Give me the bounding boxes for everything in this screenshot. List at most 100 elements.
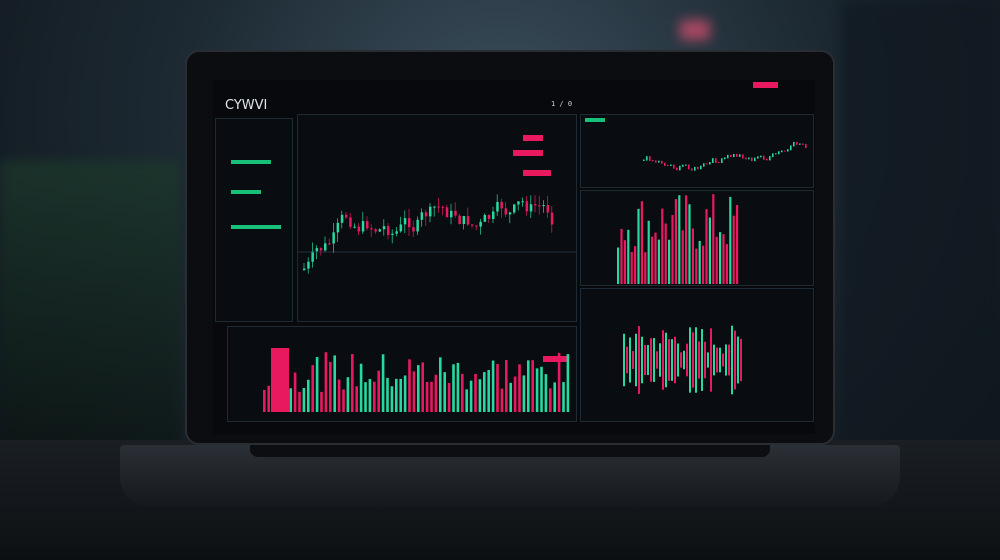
- candlestick: [483, 215, 487, 222]
- bottom-volume-bar: [500, 388, 504, 412]
- depth-bar: [668, 339, 670, 381]
- bottom-volume-bar: [263, 389, 266, 412]
- mini-candlestick: [775, 153, 777, 155]
- volume-bar: [630, 252, 633, 284]
- candlestick: [315, 248, 319, 252]
- candlestick: [458, 215, 461, 225]
- bottom-volume-bar: [527, 360, 530, 412]
- candlestick: [378, 229, 382, 232]
- candlestick: [416, 219, 419, 232]
- candlestick: [521, 201, 524, 203]
- candlestick: [353, 226, 356, 228]
- background-window-left: [0, 160, 180, 460]
- candlestick: [450, 210, 453, 218]
- bottom-volume-bar: [355, 386, 358, 412]
- bottom-volume-bar: [553, 382, 556, 412]
- mini-candlestick: [748, 157, 750, 160]
- bottom-volume-bar: [320, 391, 323, 412]
- bottom-volume-bar: [315, 357, 319, 412]
- volume-bar: [715, 236, 718, 284]
- mini-candlestick: [769, 156, 771, 161]
- mini-candlestick: [736, 153, 738, 157]
- depth-bar: [734, 330, 736, 390]
- mini-candlestick: [802, 143, 804, 145]
- candlestick: [328, 243, 331, 245]
- bottom-volume-bar: [443, 372, 446, 412]
- depth-bar: [638, 326, 640, 394]
- mini-candlestick: [673, 164, 675, 169]
- volume-bar: [664, 223, 667, 284]
- bottom-tag[interactable]: [543, 356, 569, 362]
- candlestick: [307, 261, 310, 269]
- bottom-volume-bar: [557, 352, 561, 412]
- volume-bar: [705, 209, 708, 284]
- dashboard-charts: [263, 141, 807, 412]
- mini-candlestick: [751, 157, 753, 162]
- candlestick: [433, 206, 436, 208]
- candlestick: [303, 268, 306, 270]
- candlestick: [471, 224, 474, 226]
- depth-bar: [701, 329, 703, 391]
- depth-bar: [662, 330, 664, 390]
- depth-bar: [731, 325, 733, 395]
- background-light: [680, 20, 710, 40]
- candlestick: [462, 216, 466, 225]
- order-button[interactable]: [513, 150, 543, 156]
- top-action-button[interactable]: [753, 82, 778, 88]
- mini-candlestick: [766, 158, 768, 161]
- candlestick: [357, 226, 361, 232]
- depth-bar: [674, 336, 676, 384]
- bottom-volume-bar: [298, 391, 301, 412]
- sidebar-bar: [231, 190, 261, 194]
- volume-bar: [657, 239, 660, 284]
- candlestick: [374, 229, 377, 232]
- bottom-volume-bar: [456, 362, 460, 412]
- bottom-volume-bar: [461, 373, 464, 412]
- depth-bar: [713, 344, 715, 376]
- volume-bar: [644, 252, 647, 284]
- mini-candlestick: [685, 164, 687, 166]
- mini-candlestick: [694, 166, 696, 171]
- order-button[interactable]: [523, 135, 543, 141]
- candlestick: [340, 214, 344, 223]
- sidebar-bar: [231, 225, 281, 229]
- highlight-bar: [271, 348, 289, 412]
- bottom-volume-bar: [522, 375, 526, 412]
- volume-bar: [708, 217, 711, 284]
- volume-bar: [725, 244, 728, 284]
- candlestick: [496, 201, 499, 212]
- mini-candlestick: [733, 153, 735, 158]
- bottom-volume-bar: [562, 382, 565, 412]
- bottom-volume-bar: [549, 388, 552, 412]
- mini-candlestick: [787, 149, 789, 152]
- depth-bar: [698, 341, 700, 379]
- bottom-volume-bar: [359, 363, 363, 412]
- mini-candlestick: [796, 141, 798, 145]
- bottom-volume-bar: [474, 373, 477, 412]
- candlestick: [391, 233, 394, 235]
- candlestick: [437, 206, 440, 208]
- candlestick: [324, 243, 327, 251]
- volume-bar: [702, 245, 705, 284]
- depth-bar: [704, 341, 706, 379]
- mini-candlestick: [646, 156, 648, 161]
- mini-candlestick: [667, 164, 669, 166]
- candlestick: [525, 201, 529, 212]
- bottom-volume-bar: [324, 352, 328, 412]
- bottom-volume-bar: [390, 386, 394, 412]
- volume-bar: [651, 236, 654, 284]
- depth-bar: [683, 350, 685, 370]
- bottom-volume-bar: [478, 379, 482, 412]
- depth-bar: [671, 339, 673, 381]
- candlestick: [408, 218, 411, 228]
- bottom-volume-bar: [434, 374, 438, 412]
- sidebar-panel: [215, 118, 293, 322]
- mini-candlestick: [790, 145, 792, 151]
- mini-candlestick: [805, 143, 807, 149]
- volume-bar: [620, 228, 623, 284]
- order-button[interactable]: [523, 170, 551, 176]
- volume-bar: [637, 208, 640, 284]
- bottom-volume-bar: [566, 354, 570, 412]
- depth-bar: [737, 336, 739, 384]
- depth-bar: [647, 344, 649, 376]
